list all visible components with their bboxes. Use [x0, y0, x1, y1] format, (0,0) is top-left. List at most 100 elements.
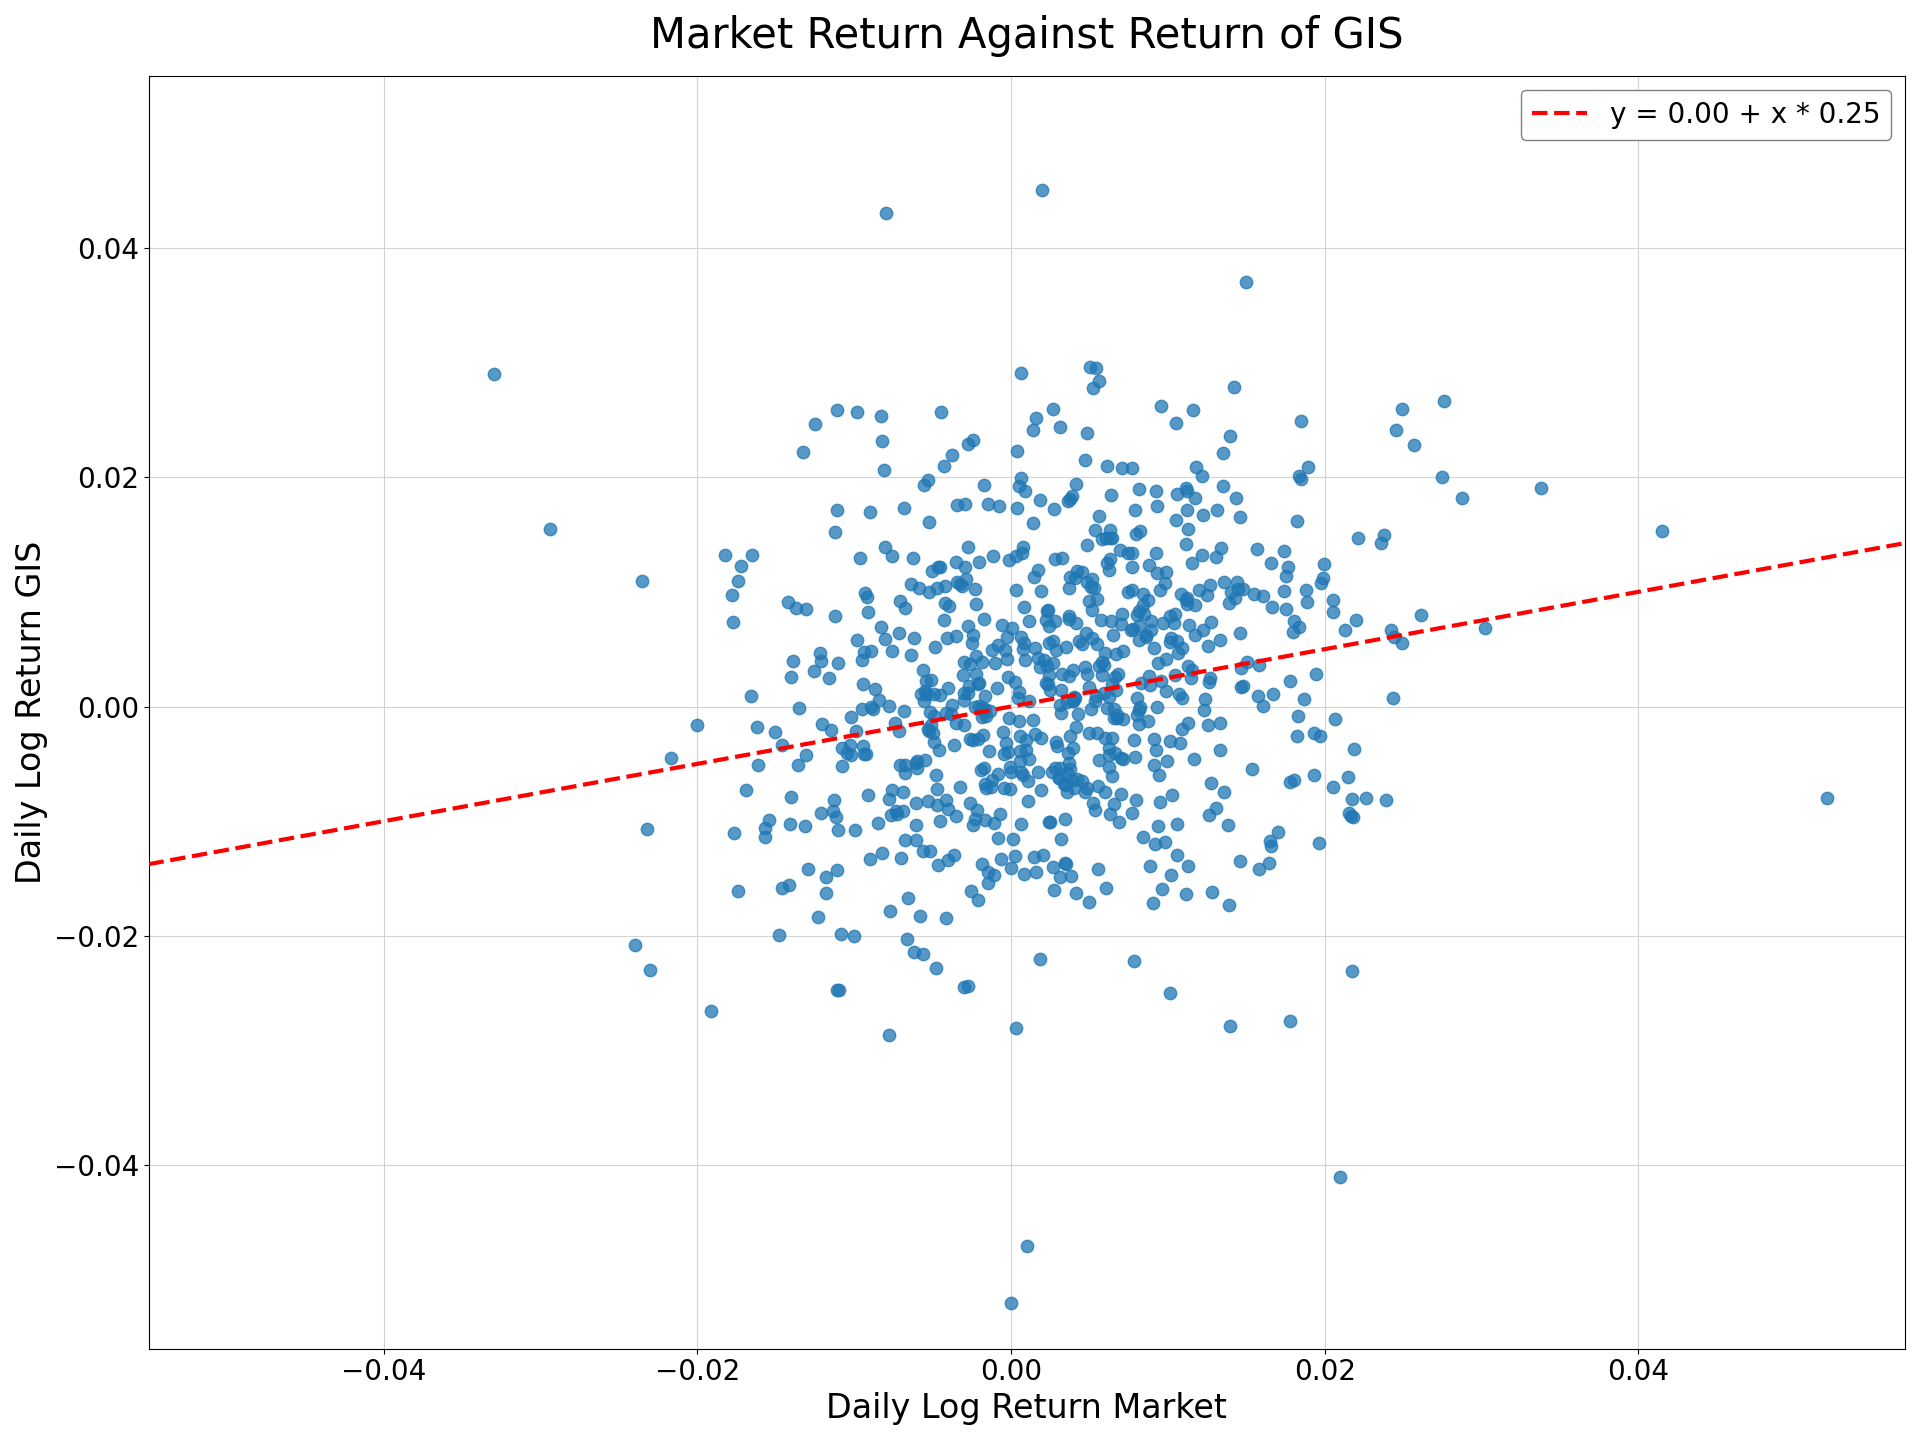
- Point: [1275, 1009, 1306, 1032]
- Point: [1231, 271, 1261, 294]
- Point: [987, 613, 1018, 636]
- Point: [1033, 599, 1064, 622]
- Point: [1081, 357, 1112, 380]
- Point: [922, 763, 952, 786]
- Point: [968, 474, 998, 497]
- Point: [1150, 572, 1181, 595]
- Point: [847, 648, 877, 671]
- Point: [1117, 579, 1148, 602]
- Point: [1256, 552, 1286, 575]
- Point: [1196, 772, 1227, 795]
- Point: [1258, 683, 1288, 706]
- Point: [1094, 685, 1125, 708]
- Point: [1225, 505, 1256, 528]
- Point: [1073, 890, 1104, 913]
- Point: [1164, 641, 1194, 664]
- Point: [889, 497, 920, 520]
- Point: [1004, 750, 1035, 773]
- Point: [962, 798, 993, 821]
- Point: [1075, 698, 1106, 721]
- X-axis label: Daily Log Return Market: Daily Log Return Market: [826, 1392, 1227, 1426]
- Point: [956, 632, 987, 655]
- Point: [1121, 685, 1152, 708]
- Point: [1079, 798, 1110, 821]
- Point: [854, 696, 885, 719]
- Point: [973, 871, 1004, 894]
- Point: [1213, 425, 1244, 448]
- Point: [1225, 850, 1256, 873]
- Point: [1031, 672, 1062, 696]
- Point: [1058, 690, 1089, 713]
- Point: [751, 827, 781, 850]
- Point: [1140, 739, 1171, 762]
- Point: [1137, 609, 1167, 632]
- Point: [1054, 664, 1085, 687]
- Point: [1298, 763, 1329, 786]
- Point: [1050, 635, 1081, 658]
- Point: [1340, 609, 1371, 632]
- Point: [845, 546, 876, 569]
- Point: [1094, 547, 1125, 570]
- Point: [1135, 674, 1165, 697]
- Point: [737, 544, 768, 567]
- Point: [1046, 678, 1077, 701]
- Point: [1386, 397, 1417, 420]
- Point: [1008, 638, 1039, 661]
- Point: [1081, 721, 1112, 744]
- Point: [935, 595, 966, 618]
- Point: [1060, 566, 1091, 589]
- Point: [922, 956, 952, 979]
- Point: [851, 585, 881, 608]
- Point: [996, 1292, 1027, 1315]
- Point: [1125, 696, 1156, 719]
- Point: [1194, 671, 1225, 694]
- Point: [941, 570, 972, 593]
- Point: [987, 720, 1018, 743]
- Point: [1125, 520, 1156, 543]
- Point: [1215, 1014, 1246, 1037]
- Point: [954, 674, 985, 697]
- Point: [991, 625, 1021, 648]
- Point: [914, 840, 945, 863]
- Point: [854, 500, 885, 523]
- Point: [937, 444, 968, 467]
- Point: [1037, 397, 1068, 420]
- Point: [1106, 782, 1137, 805]
- Point: [1052, 490, 1083, 513]
- Point: [1154, 603, 1185, 626]
- Point: [941, 711, 972, 734]
- Point: [1008, 595, 1039, 618]
- Point: [1069, 780, 1100, 804]
- Point: [977, 544, 1008, 567]
- Point: [1056, 768, 1087, 791]
- Point: [948, 975, 979, 998]
- Point: [977, 769, 1008, 792]
- Point: [968, 700, 998, 723]
- Point: [874, 694, 904, 717]
- Point: [1029, 648, 1060, 671]
- Point: [945, 776, 975, 799]
- Point: [1188, 504, 1219, 527]
- Point: [1213, 590, 1244, 613]
- Point: [1375, 618, 1405, 641]
- Point: [1077, 567, 1108, 590]
- Point: [889, 596, 920, 619]
- Point: [922, 793, 952, 816]
- Point: [981, 677, 1012, 700]
- Point: [895, 644, 925, 667]
- Point: [1050, 806, 1081, 829]
- Point: [1046, 701, 1077, 724]
- Point: [1427, 465, 1457, 488]
- Point: [985, 848, 1016, 871]
- Point: [799, 412, 829, 435]
- Point: [1098, 707, 1129, 730]
- Point: [1286, 468, 1317, 491]
- Point: [1062, 559, 1092, 582]
- Point: [1000, 671, 1031, 694]
- Point: [1094, 743, 1125, 766]
- Point: [1283, 615, 1313, 638]
- Point: [1162, 629, 1192, 652]
- Point: [941, 550, 972, 573]
- Point: [879, 711, 910, 734]
- Point: [1164, 683, 1194, 706]
